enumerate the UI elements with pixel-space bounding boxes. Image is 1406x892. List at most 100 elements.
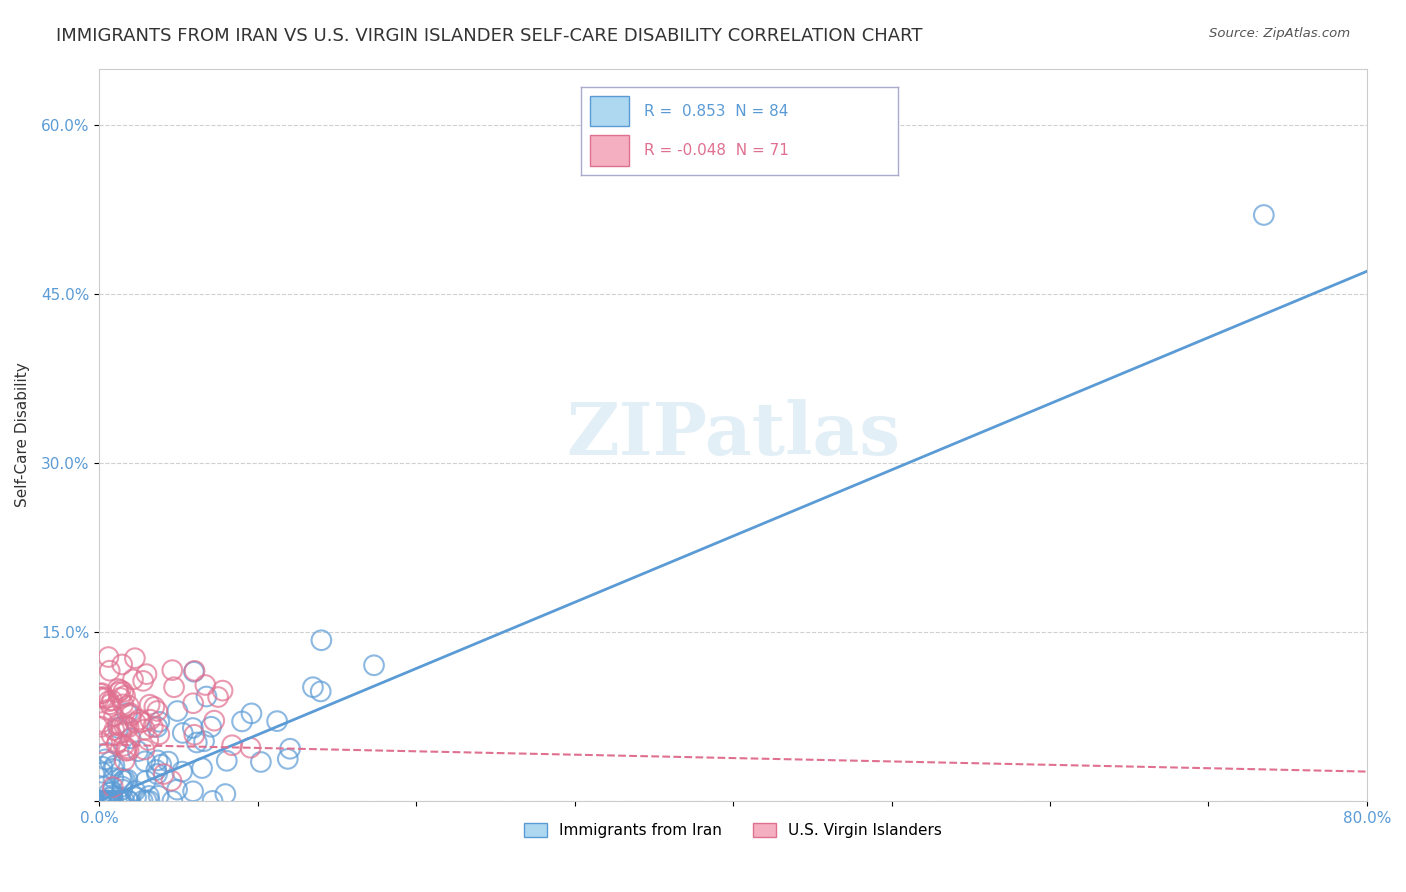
Point [277,752,299,766]
Point [98,791,121,805]
Point [186,735,208,749]
Point [139,713,162,727]
Point [135,794,157,808]
Point [183,664,205,678]
Point [110,690,132,705]
Point [91,686,114,700]
Point [239,740,262,755]
Point [120,708,142,723]
Point [1253,208,1275,222]
Point [132,673,155,688]
Point [146,767,169,781]
Point [98,755,121,769]
Point [112,719,135,733]
Point [181,784,204,798]
Point [160,773,183,788]
Point [110,794,132,808]
Point [107,717,129,731]
Point [103,723,125,738]
Point [94,691,117,706]
Point [128,713,150,727]
Point [105,738,128,752]
Point [221,738,243,752]
Point [91,690,114,705]
Point [96,703,118,717]
Point [107,685,129,699]
Point [114,689,136,703]
Text: ZIPatlas: ZIPatlas [567,400,900,470]
Point [103,758,125,772]
Point [111,657,134,672]
Point [93,794,115,808]
Point [136,733,159,747]
Point [148,714,170,729]
Point [166,782,188,797]
Point [118,720,141,734]
Point [98,664,121,678]
Point [111,782,134,797]
Point [101,780,124,794]
Point [266,714,288,728]
Point [125,790,148,805]
Point [110,683,132,698]
Point [115,719,138,733]
Point [115,741,138,756]
Point [200,720,222,734]
Point [124,784,146,798]
Point [103,771,125,785]
Text: IMMIGRANTS FROM IRAN VS U.S. VIRGIN ISLANDER SELF-CARE DISABILITY CORRELATION CH: IMMIGRANTS FROM IRAN VS U.S. VIRGIN ISLA… [56,27,922,45]
Point [302,680,325,694]
Point [112,739,135,753]
Point [122,673,145,687]
Point [96,746,118,760]
Point [172,726,194,740]
Point [150,757,173,772]
Point [142,720,165,734]
Point [117,772,139,787]
Point [215,754,238,768]
Point [162,794,184,808]
Point [101,785,124,799]
Point [146,704,169,718]
Point [211,683,233,698]
Point [146,720,169,734]
Point [146,753,169,767]
Point [100,728,122,742]
Point [89,794,111,808]
Point [90,720,112,734]
Point [93,794,115,808]
Point [240,706,263,721]
Point [97,794,120,808]
Point [250,755,273,769]
Point [127,744,149,758]
Text: Source: ZipAtlas.com: Source: ZipAtlas.com [1209,27,1350,40]
Point [105,735,128,749]
Point [90,794,112,808]
Point [112,685,135,699]
Point [117,706,139,721]
Point [131,794,153,808]
Point [114,772,136,787]
Point [166,704,188,718]
Point [118,794,141,808]
Point [183,665,205,679]
Point [107,681,129,696]
Point [91,736,114,750]
Point [157,755,180,769]
Legend: Immigrants from Iran, U.S. Virgin Islanders: Immigrants from Iran, U.S. Virgin Island… [519,817,948,845]
Point [138,789,160,803]
Point [108,794,131,808]
Point [135,667,157,681]
Point [117,743,139,757]
Point [309,684,332,698]
Point [101,762,124,776]
Point [124,651,146,665]
Point [97,794,120,808]
Point [91,760,114,774]
Point [278,741,301,756]
Point [181,721,204,735]
Point [91,714,114,729]
Point [97,650,120,665]
Point [110,794,132,808]
Point [94,794,117,808]
